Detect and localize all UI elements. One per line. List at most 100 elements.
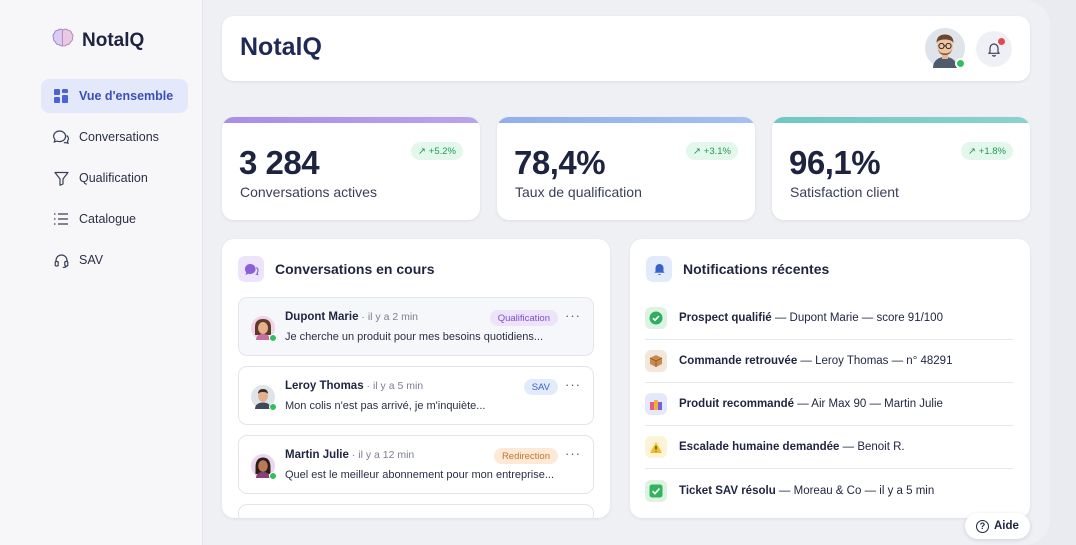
- more-options-icon[interactable]: ···: [565, 377, 581, 392]
- conversation-item[interactable]: Martin Julie · il y a 12 min Quel est le…: [238, 435, 594, 494]
- contact-name: Dupont Marie: [285, 311, 359, 323]
- sidebar: NotalQ Vue d'ensemble Conversations Qual…: [0, 0, 203, 545]
- page-title: NotalQ: [240, 33, 322, 61]
- kpi-trend-badge: ↗ +3.1%: [685, 142, 738, 160]
- avatar-icon: [251, 454, 275, 478]
- conversation-time: · il y a 5 min: [363, 380, 424, 392]
- notification-text: Produit recommandé — Air Max 90 — Martin…: [679, 398, 943, 410]
- question-icon: ?: [976, 519, 989, 533]
- sidebar-item-label: Catalogue: [79, 212, 136, 226]
- sidebar-item-label: Qualification: [79, 171, 148, 185]
- conversations-panel: Conversations en cours Dupont Marie · il…: [222, 239, 610, 518]
- notification-item[interactable]: Ticket SAV résolu — Moreau & Co — il y a…: [645, 469, 1014, 512]
- panel-title: Conversations en cours: [275, 261, 435, 277]
- conversation-item-partial[interactable]: [238, 504, 594, 518]
- conversation-tag[interactable]: SAV: [523, 379, 558, 395]
- bell-filled-icon: [646, 256, 672, 282]
- trend-up-icon: ↗: [417, 145, 426, 157]
- brain-icon: [52, 28, 74, 53]
- chat-icon: [53, 129, 69, 145]
- conversation-meta: Dupont Marie · il y a 2 min: [285, 311, 418, 323]
- chat-bubbles-icon: [238, 256, 264, 282]
- bell-icon: [988, 43, 1000, 57]
- sidebar-item-qualification[interactable]: Qualification: [41, 161, 188, 195]
- avatar: [251, 454, 277, 480]
- top-header: NotalQ: [222, 16, 1030, 81]
- conversation-item[interactable]: Dupont Marie · il y a 2 min Je cherche u…: [238, 297, 594, 356]
- conversation-time: · il y a 2 min: [358, 311, 418, 323]
- panel-title: Notifications récentes: [683, 261, 830, 277]
- notification-text: Ticket SAV résolu — Moreau & Co — il y a…: [679, 485, 934, 497]
- conversation-meta: Leroy Thomas · il y a 5 min: [285, 380, 423, 392]
- notification-title: Ticket SAV résolu: [679, 484, 776, 497]
- notification-detail: — Dupont Marie — score 91/100: [771, 312, 943, 324]
- grid-icon: [53, 88, 69, 104]
- notification-text: Commande retrouvée — Leroy Thomas — n° 4…: [679, 355, 952, 367]
- brand-name: NotalQ: [82, 29, 145, 51]
- more-options-icon[interactable]: ···: [565, 308, 581, 323]
- user-avatar-button[interactable]: [925, 28, 966, 69]
- trend-up-icon: ↗: [967, 145, 976, 157]
- avatar-icon: [251, 316, 275, 340]
- check-circle-icon: [645, 307, 667, 329]
- conversation-meta: Martin Julie · il y a 12 min: [285, 449, 414, 461]
- kpi-trend-badge: ↗ +1.8%: [960, 142, 1013, 160]
- app-window: NotalQ Vue d'ensemble Conversations Qual…: [0, 0, 1030, 545]
- kpi-label: Satisfaction client: [790, 184, 899, 200]
- kpi-value: 96,1%: [789, 144, 881, 181]
- conversation-tag[interactable]: Qualification: [489, 310, 558, 326]
- notification-item[interactable]: Prospect qualifié — Dupont Marie — score…: [645, 297, 1014, 340]
- conversation-item[interactable]: Leroy Thomas · il y a 5 min Mon colis n'…: [238, 366, 594, 425]
- avatar-icon: [251, 385, 275, 409]
- conversation-tag[interactable]: Redirection: [493, 448, 558, 464]
- sidebar-item-catalogue[interactable]: Catalogue: [41, 202, 188, 236]
- online-status-dot: [269, 472, 277, 480]
- kpi-card-active-conversations: 3 284 Conversations actives ↗ +5.2%: [222, 117, 480, 220]
- help-button[interactable]: ? Aide: [965, 513, 1030, 539]
- contact-name: Leroy Thomas: [285, 380, 364, 392]
- notifications-button[interactable]: [976, 31, 1012, 67]
- kpi-label: Taux de qualification: [515, 184, 642, 200]
- kpi-accent-bar: [497, 117, 755, 123]
- notification-detail: — Benoit R.: [839, 441, 905, 453]
- conversation-time: · il y a 12 min: [348, 449, 415, 461]
- kpi-value: 3 284: [239, 144, 320, 181]
- shopping-bag-icon: [645, 393, 667, 415]
- kpi-value: 78,4%: [514, 144, 606, 181]
- conversation-preview: Je cherche un produit pour mes besoins q…: [285, 331, 544, 343]
- kpi-trend-value: +3.1%: [703, 145, 731, 157]
- more-options-icon[interactable]: ···: [565, 446, 581, 461]
- avatar: [251, 316, 277, 342]
- kpi-label: Conversations actives: [240, 184, 377, 200]
- headset-icon: [53, 252, 69, 268]
- panel-header: Notifications récentes: [646, 256, 829, 282]
- avatar: [251, 385, 277, 411]
- sidebar-item-label: Vue d'ensemble: [79, 89, 174, 103]
- kpi-accent-bar: [222, 117, 480, 123]
- notification-detail: — Moreau & Co — il y a 5 min: [775, 484, 935, 497]
- notification-item[interactable]: Escalade humaine demandée — Benoit R.: [645, 426, 1014, 469]
- kpi-accent-bar: [772, 117, 1030, 123]
- sidebar-item-conversations[interactable]: Conversations: [41, 120, 188, 154]
- kpi-card-qualification-rate: 78,4% Taux de qualification ↗ +3.1%: [497, 117, 755, 220]
- package-icon: [645, 350, 667, 372]
- kpi-trend-value: +1.8%: [978, 145, 1006, 157]
- kpi-trend-value: +5.2%: [428, 145, 456, 157]
- notification-item[interactable]: Commande retrouvée — Leroy Thomas — n° 4…: [645, 340, 1014, 383]
- notification-title: Escalade humaine demandée: [679, 441, 840, 453]
- notification-title: Prospect qualifié: [679, 312, 772, 324]
- notification-title: Commande retrouvée: [679, 355, 798, 367]
- notification-detail: — Air Max 90 — Martin Julie: [794, 398, 943, 410]
- notifications-panel: Notifications récentes Prospect qualifié…: [630, 239, 1030, 518]
- avatar-icon: [925, 28, 965, 68]
- kpi-trend-badge: ↗ +5.2%: [410, 142, 463, 160]
- sidebar-item-overview[interactable]: Vue d'ensemble: [41, 79, 188, 113]
- sidebar-item-sav[interactable]: SAV: [41, 243, 188, 277]
- notification-text: Prospect qualifié — Dupont Marie — score…: [679, 312, 943, 324]
- online-status-dot: [955, 58, 966, 69]
- notification-item[interactable]: Produit recommandé — Air Max 90 — Martin…: [645, 383, 1014, 426]
- conversation-preview: Mon colis n'est pas arrivé, je m'inquièt…: [285, 400, 486, 412]
- sidebar-item-label: Conversations: [79, 130, 159, 144]
- online-status-dot: [269, 334, 277, 342]
- brand[interactable]: NotalQ: [52, 28, 144, 53]
